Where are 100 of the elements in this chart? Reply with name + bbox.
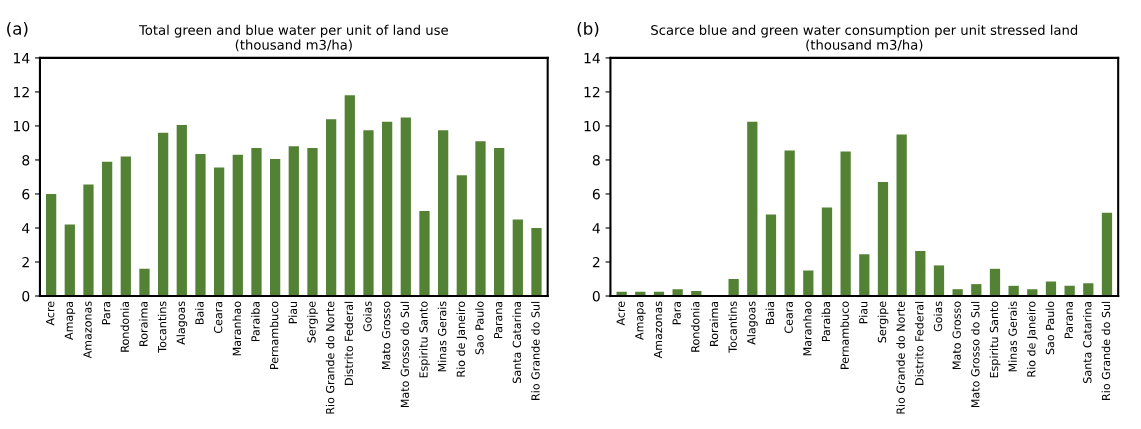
x-tick-label: Paraiba xyxy=(251,301,260,342)
x-tick-label: Sergipe xyxy=(877,301,889,343)
bar xyxy=(728,279,739,297)
y-tick-label: 6 xyxy=(592,188,600,200)
text: (b) xyxy=(577,21,599,37)
bar xyxy=(475,141,486,297)
x-tick-label: Minas Gerais xyxy=(1008,301,1017,372)
x-tick-label: Amapa xyxy=(635,301,646,340)
x-tick-label: Alagoas xyxy=(746,301,758,345)
x-tick-label: Piau xyxy=(288,301,298,324)
y-tick-label: 0 xyxy=(22,290,30,302)
x-tick-label: Baia xyxy=(765,301,775,325)
bar xyxy=(456,175,467,297)
bar xyxy=(1083,283,1094,297)
y-tick-label: 14 xyxy=(14,53,30,64)
x-tick-label: Alagoas xyxy=(176,301,188,345)
x-tick-label: Ceara xyxy=(213,301,223,334)
x-tick-label: Roraima xyxy=(709,301,719,346)
bar xyxy=(803,270,814,297)
y-tick-label: 12 xyxy=(14,86,29,98)
bar xyxy=(64,224,75,297)
x-tick-label: Acre xyxy=(616,301,625,326)
bar xyxy=(382,121,393,297)
bar xyxy=(840,151,851,297)
bar xyxy=(139,268,150,297)
y-tick-label: 4 xyxy=(592,223,600,234)
bar xyxy=(232,154,243,297)
x-tick-label: Mato Grosso do Sul xyxy=(400,301,410,408)
x-tick-label: Mato Grosso do Sul xyxy=(970,301,980,408)
bar xyxy=(438,130,449,297)
bar xyxy=(971,284,982,297)
x-tick-label: Sao Paulo xyxy=(475,301,484,355)
x-tick-label: Sergipe xyxy=(307,301,318,343)
bar xyxy=(102,161,113,297)
bar xyxy=(859,254,870,297)
bar xyxy=(1101,212,1113,297)
x-tick-label: Maranhao xyxy=(802,301,812,356)
bar xyxy=(288,146,299,297)
bar xyxy=(784,150,795,297)
x-tick-label: Distrito Federal xyxy=(344,301,354,385)
bar xyxy=(989,268,1001,297)
x-tick-label: Mato Grosso xyxy=(952,301,961,369)
y-tick-label: 2 xyxy=(22,256,29,268)
x-tick-label: Acre xyxy=(46,301,55,326)
chart-title: Total green and blue water per unit of land use (thousand m3/ha) xyxy=(138,24,448,52)
bar xyxy=(176,125,187,297)
bar xyxy=(344,95,355,297)
x-tick-label: Pernambuco xyxy=(840,301,849,369)
y-tick-label: 2 xyxy=(592,256,600,268)
bar xyxy=(821,207,833,297)
x-tick-label: Amazonas xyxy=(653,301,663,359)
bar xyxy=(251,148,262,297)
x-tick-label: Ceara xyxy=(784,301,793,334)
x-tick-label: Tocantins xyxy=(157,301,167,353)
bar xyxy=(83,184,94,297)
y-tick-label: 10 xyxy=(14,120,30,132)
y-tick-label: 6 xyxy=(22,188,30,200)
bar xyxy=(877,182,889,297)
x-tick-label: Paraiba xyxy=(821,301,831,342)
bar xyxy=(896,134,907,297)
bar xyxy=(307,148,318,297)
bar xyxy=(363,130,374,297)
x-tick-label: Rio Grande do Sul xyxy=(1101,301,1111,400)
x-tick-label: Goias xyxy=(933,301,943,332)
x-tick-label: Para xyxy=(102,301,111,325)
bar xyxy=(494,148,505,297)
x-tick-label: Minas Gerais xyxy=(437,301,447,372)
x-tick-label: Amapa xyxy=(64,301,76,340)
x-tick-label: Sao Paulo xyxy=(1045,301,1055,355)
bar xyxy=(915,250,926,297)
x-tick-label: Rio Grande do Sul xyxy=(531,301,540,400)
x-tick-label: Piau xyxy=(858,301,868,324)
bar xyxy=(195,154,206,297)
bar xyxy=(531,227,542,297)
y-tick-label: 0 xyxy=(592,290,600,302)
x-tick-label: Parana xyxy=(1064,301,1073,339)
chart-title: Scarce blue and green water consumption per unit stressed land (thousand m3/ha) xyxy=(651,24,1078,52)
x-tick-label: Santa Catarina xyxy=(1082,301,1092,383)
x-tick-label: Espiritu Santo xyxy=(989,301,1001,378)
y-tick-label: 8 xyxy=(22,154,30,166)
text: (a) xyxy=(7,21,28,37)
y-tick-label: 4 xyxy=(22,223,30,234)
x-tick-label: Tocantins xyxy=(728,301,737,353)
x-tick-label: Goias xyxy=(363,301,372,332)
bar xyxy=(765,214,777,297)
x-tick-label: Para xyxy=(672,301,681,325)
x-tick-label: Roraima xyxy=(139,301,148,346)
y-tick-label: 8 xyxy=(592,154,600,166)
bar xyxy=(419,210,430,297)
x-tick-label: Rio de Janeiro xyxy=(456,301,468,377)
bar xyxy=(933,265,945,297)
x-tick-label: Santa Catarina xyxy=(512,301,522,383)
bar xyxy=(400,117,411,297)
y-tick-label: 12 xyxy=(584,86,600,98)
bar xyxy=(270,159,281,297)
x-tick-label: Parana xyxy=(494,301,503,339)
x-tick-label: Baia xyxy=(195,301,204,325)
x-tick-label: Amazonas xyxy=(83,301,92,359)
x-tick-label: Espiritu Santo xyxy=(419,301,430,378)
bar xyxy=(326,119,337,297)
